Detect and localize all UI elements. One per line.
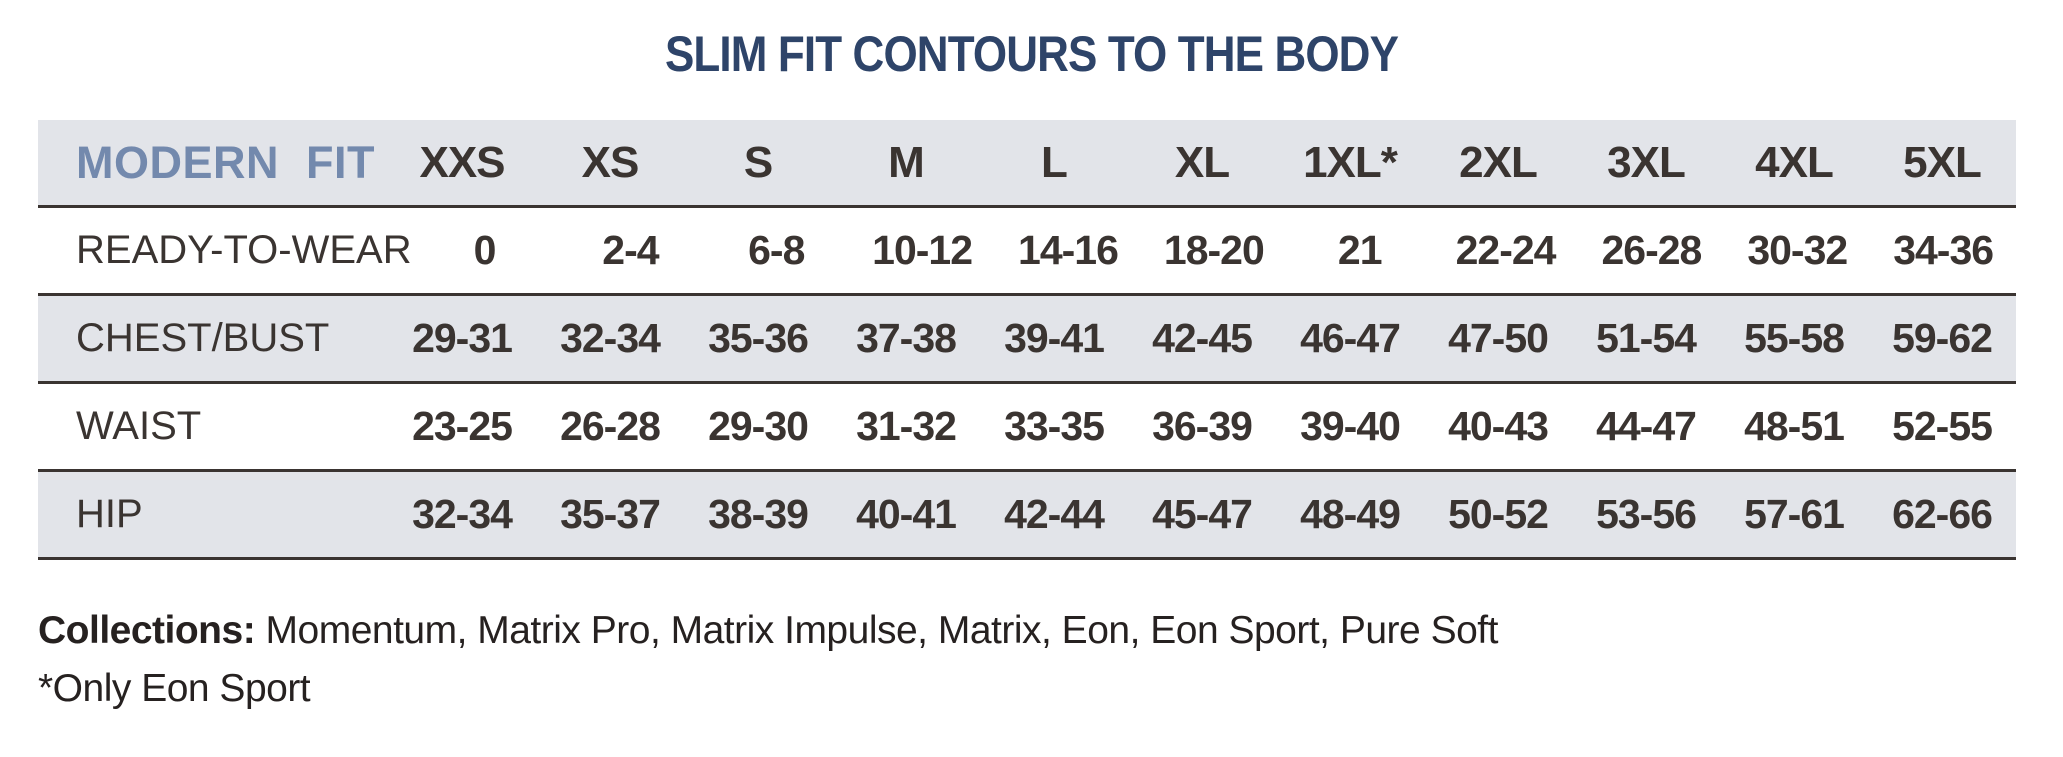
row-label: CHEST/BUST: [76, 316, 330, 360]
table-cell: 47-50: [1448, 315, 1549, 361]
table-cell: 44-47: [1596, 403, 1697, 449]
column-header: 1XL*: [1303, 137, 1398, 187]
table-cell: 40-43: [1448, 403, 1549, 449]
table-row: HIP 32-34 35-37 38-39 40-41 42-44 45-47 48-49 50…: [38, 472, 2016, 560]
column-header: 5XL: [1903, 137, 1982, 187]
column-header: XL: [1174, 137, 1230, 187]
table-cell: 38-39: [708, 491, 809, 537]
row-label: READY-TO-WEAR: [76, 228, 412, 272]
column-header: XS: [581, 137, 640, 187]
footer: Collections: Momentum, Matrix Pro, Matri…: [38, 602, 2063, 718]
table-cell: 59-62: [1892, 315, 1993, 361]
table-cell: 55-58: [1744, 315, 1845, 361]
page-title: SLIM FIT CONTOURS TO THE BODY: [664, 26, 1399, 82]
table-row: CHEST/BUST 29-31 32-34 35-36 37-38 39-41 42-45…: [38, 296, 2016, 384]
table-cell: 35-37: [560, 491, 661, 537]
table-cell: 29-31: [412, 315, 513, 361]
table-cell: 32-34: [560, 315, 661, 361]
table-cell: 23-25: [412, 403, 513, 449]
table-cell: 51-54: [1596, 315, 1697, 361]
collections-list: Momentum, Matrix Pro, Matrix Impulse, Ma…: [255, 609, 1499, 652]
table-cell: 26-28: [560, 403, 661, 449]
column-header: S: [743, 137, 773, 187]
table-cell: 36-39: [1152, 403, 1253, 449]
table-cell: 6-8: [748, 227, 805, 273]
table-cell: 22-24: [1455, 227, 1557, 273]
column-header: 2XL: [1459, 137, 1538, 187]
table-cell: 0: [473, 227, 497, 273]
table-cell: 35-36: [708, 315, 809, 361]
table-cell: 39-40: [1300, 403, 1401, 449]
table-cell: 2-4: [602, 227, 659, 273]
table-cell: 14-16: [1018, 227, 1119, 273]
column-header: L: [1041, 137, 1068, 187]
table-cell: 18-20: [1163, 227, 1265, 273]
column-header: 3XL: [1607, 137, 1686, 187]
table-cell: 21: [1337, 227, 1383, 273]
table-cell: 31-32: [856, 403, 957, 449]
table-cell: 37-38: [856, 315, 957, 361]
column-header: M: [888, 137, 925, 187]
table-cell: 10-12: [872, 227, 973, 273]
table-cell: 53-56: [1596, 491, 1697, 537]
table-row: WAIST 23-25 26-28 29-30 31-32 33-35 36-39 39-40…: [38, 384, 2016, 472]
table-cell: 29-30: [708, 403, 809, 449]
row-label: HIP: [76, 492, 143, 536]
table-cell: 62-66: [1892, 491, 1993, 537]
table-cell: 45-47: [1152, 491, 1253, 537]
collections-line: Collections: Momentum, Matrix Pro, Matri…: [38, 602, 2063, 660]
table-cell: 48-51: [1744, 403, 1845, 449]
row-label: WAIST: [76, 404, 202, 448]
table-cell: 34-36: [1893, 227, 1994, 273]
table-cell: 33-35: [1004, 403, 1105, 449]
table-cell: 40-41: [856, 491, 957, 537]
table-header-row: MODERN FIT XXS XS S M L XL 1XL* 2XL 3XL 4XL 5XL: [38, 120, 2016, 208]
table-cell: 32-34: [412, 491, 513, 537]
table-cell: 42-44: [1004, 491, 1105, 537]
table-header-label: MODERN FIT: [76, 136, 375, 188]
table-cell: 26-28: [1601, 227, 1702, 273]
table-cell: 46-47: [1300, 315, 1401, 361]
table-cell: 48-49: [1300, 491, 1401, 537]
table-cell: 57-61: [1744, 491, 1845, 537]
footnote: *Only Eon Sport: [38, 667, 311, 710]
table-cell: 30-32: [1747, 227, 1848, 273]
table-cell: 52-55: [1892, 403, 1993, 449]
table-cell: 42-45: [1152, 315, 1253, 361]
size-table: MODERN FIT XXS XS S M L XL 1XL* 2XL 3XL 4XL 5XL RE…: [38, 120, 2016, 560]
column-header: 4XL: [1755, 137, 1834, 187]
column-header: XXS: [419, 137, 505, 187]
table-cell: 50-52: [1448, 491, 1549, 537]
table-row: READY-TO-WEAR 0 2-4 6-8 10-12 14-16 18-20 21 22-…: [38, 208, 2016, 296]
table-cell: 39-41: [1004, 315, 1105, 361]
collections-label: Collections:: [38, 609, 256, 652]
